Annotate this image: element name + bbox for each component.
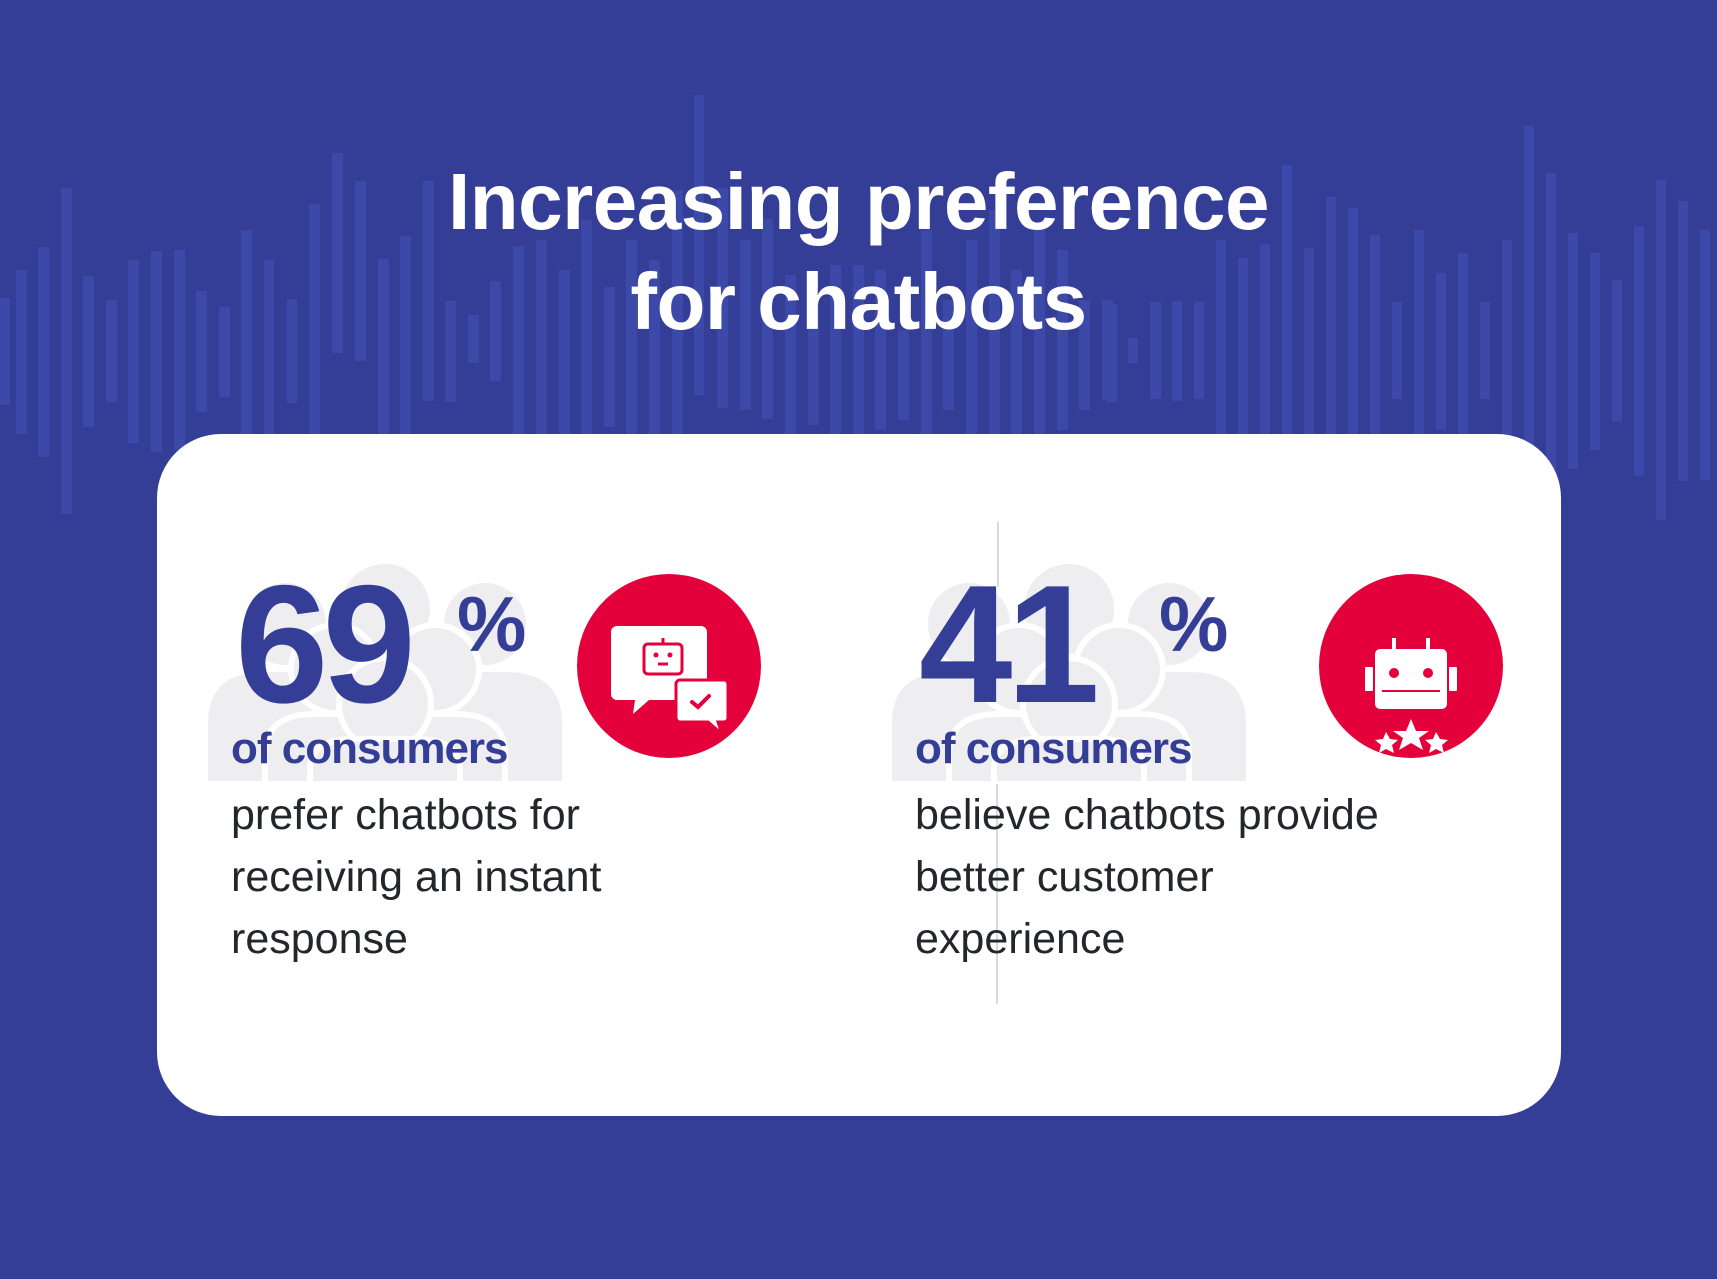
stat-unit: % (457, 580, 527, 668)
chat-bubble-robot-check-icon (577, 574, 761, 758)
stat-subject: of consumers (915, 724, 1193, 773)
description-line: experience (915, 915, 1126, 963)
stat-instant-response: 69 % of consumers prefer chatbots for re… (157, 434, 761, 1116)
description-line: receiving an instant (231, 853, 602, 901)
stat-value: 69 (235, 550, 416, 738)
description-line: believe chatbots provide (915, 791, 1379, 839)
stat-subject: of consumers (231, 724, 509, 773)
stat-better-experience: 41 % of consumers believe chatbots provi… (889, 434, 1503, 1116)
crowd-people-icon (889, 558, 1249, 784)
stat-description: believe chatbots provide better customer… (915, 784, 1475, 970)
description-line: response (231, 915, 408, 963)
crowd-people-icon (205, 558, 565, 784)
stat-description: prefer chatbots for receiving an instant… (231, 784, 771, 970)
robot-rating-stars-icon (1319, 574, 1503, 758)
page-title: Increasing preference for chatbots (0, 152, 1717, 352)
description-line: prefer chatbots for (231, 791, 580, 839)
stat-unit: % (1159, 580, 1229, 668)
description-line: better customer (915, 853, 1214, 901)
title-line-2: for chatbots (630, 257, 1087, 346)
title-line-1: Increasing preference (448, 157, 1269, 246)
stats-card: 69 % of consumers prefer chatbots for re… (157, 434, 1561, 1116)
stat-value: 41 (919, 550, 1100, 738)
